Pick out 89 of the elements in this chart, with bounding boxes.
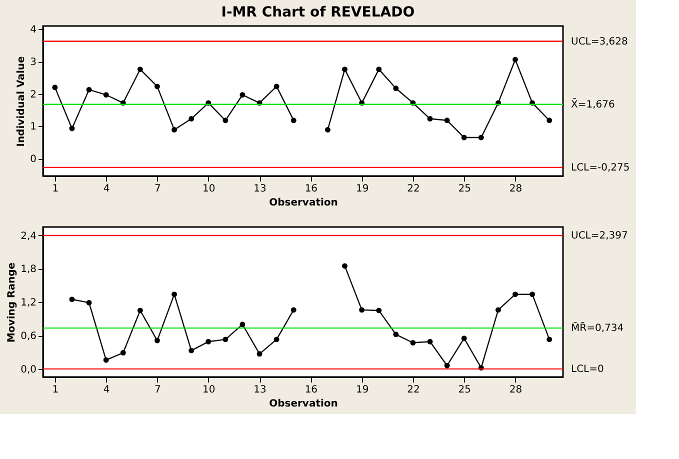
point — [393, 86, 399, 92]
x-tick-label: 25 — [458, 384, 471, 396]
point — [546, 336, 552, 342]
point — [86, 86, 92, 92]
y-tick-label: 0 — [30, 154, 36, 166]
y-tick-label: 0,6 — [20, 331, 36, 342]
point — [546, 118, 552, 124]
point — [478, 134, 484, 140]
x-tick-label: 16 — [304, 384, 318, 396]
point — [444, 362, 450, 368]
point — [427, 338, 433, 344]
point — [222, 118, 228, 124]
ref-line-label: UCL=2,397 — [571, 230, 628, 242]
point — [393, 332, 399, 338]
point — [410, 340, 416, 346]
point — [444, 118, 450, 124]
y-tick-label: 1,2 — [20, 298, 36, 309]
x-tick-label: 19 — [356, 384, 369, 396]
point — [154, 84, 160, 90]
point — [512, 56, 518, 62]
x-tick-label: 28 — [509, 184, 522, 194]
point — [154, 338, 160, 344]
ref-line-label: UCL=3,628 — [571, 36, 628, 48]
ref-line-label: LCL=0 — [571, 364, 604, 375]
x-tick-label: 10 — [202, 384, 216, 396]
point — [376, 66, 382, 72]
point — [69, 126, 75, 132]
x-tick-label: 19 — [356, 184, 369, 194]
point — [342, 263, 348, 269]
point — [137, 66, 143, 72]
point — [290, 118, 296, 124]
point — [512, 292, 518, 298]
x-tick-label: 4 — [103, 184, 110, 194]
ref-line-label: LCL=-0,275 — [571, 162, 630, 174]
x-tick-label: 16 — [304, 184, 318, 194]
y-tick-label: 4 — [30, 24, 36, 36]
x-tick-label: 13 — [254, 384, 266, 396]
x-tick-label: 7 — [154, 184, 161, 194]
point — [206, 338, 212, 344]
x-tick-label: 25 — [458, 184, 471, 194]
chart-title: I-MR Chart of REVELADO — [221, 4, 415, 20]
x-tick-label: 7 — [154, 384, 161, 396]
point — [324, 127, 330, 133]
point — [461, 134, 467, 140]
point — [172, 127, 178, 133]
point — [240, 92, 246, 98]
x-tick-label: 13 — [254, 184, 266, 194]
point — [290, 307, 296, 313]
point — [530, 292, 536, 298]
point — [359, 307, 365, 313]
point — [120, 350, 126, 356]
point — [342, 66, 348, 72]
point — [103, 92, 109, 98]
x-tick-label: 22 — [407, 384, 420, 396]
x-tick-label: 4 — [103, 384, 110, 396]
y-tick-label: 2,4 — [20, 230, 36, 242]
x-tick-label: 1 — [52, 384, 59, 396]
point — [495, 307, 501, 313]
ref-line-label: X̄=1,676 — [571, 98, 615, 110]
point — [274, 336, 280, 342]
point — [256, 351, 262, 357]
point — [103, 357, 109, 363]
point — [240, 322, 246, 328]
y-tick-label: 1,8 — [20, 264, 36, 276]
y-tick-label: 1 — [30, 122, 36, 133]
y-tick-label: 3 — [30, 57, 36, 68]
point — [137, 308, 143, 314]
point — [461, 336, 467, 342]
point — [69, 296, 75, 302]
x-axis-title: Observation — [269, 398, 338, 410]
point — [376, 308, 382, 314]
point — [274, 84, 280, 90]
y-tick-label: 2 — [30, 89, 36, 100]
y-tick-label: 0,0 — [20, 364, 36, 376]
point — [427, 116, 433, 122]
x-tick-label: 1 — [52, 184, 59, 194]
point — [222, 336, 228, 342]
y-axis-title: Moving Range — [6, 262, 18, 343]
x-axis-title: Observation — [269, 198, 338, 208]
point — [52, 84, 58, 90]
x-tick-label: 28 — [509, 384, 522, 396]
x-tick-label: 22 — [407, 184, 420, 194]
point — [86, 300, 92, 306]
point — [172, 292, 178, 298]
point — [188, 348, 194, 354]
point — [188, 116, 194, 122]
x-tick-label: 10 — [202, 184, 216, 194]
y-axis-title: Individual Value — [16, 56, 28, 147]
ref-line-label: M̄R̄=0,734 — [571, 321, 624, 334]
